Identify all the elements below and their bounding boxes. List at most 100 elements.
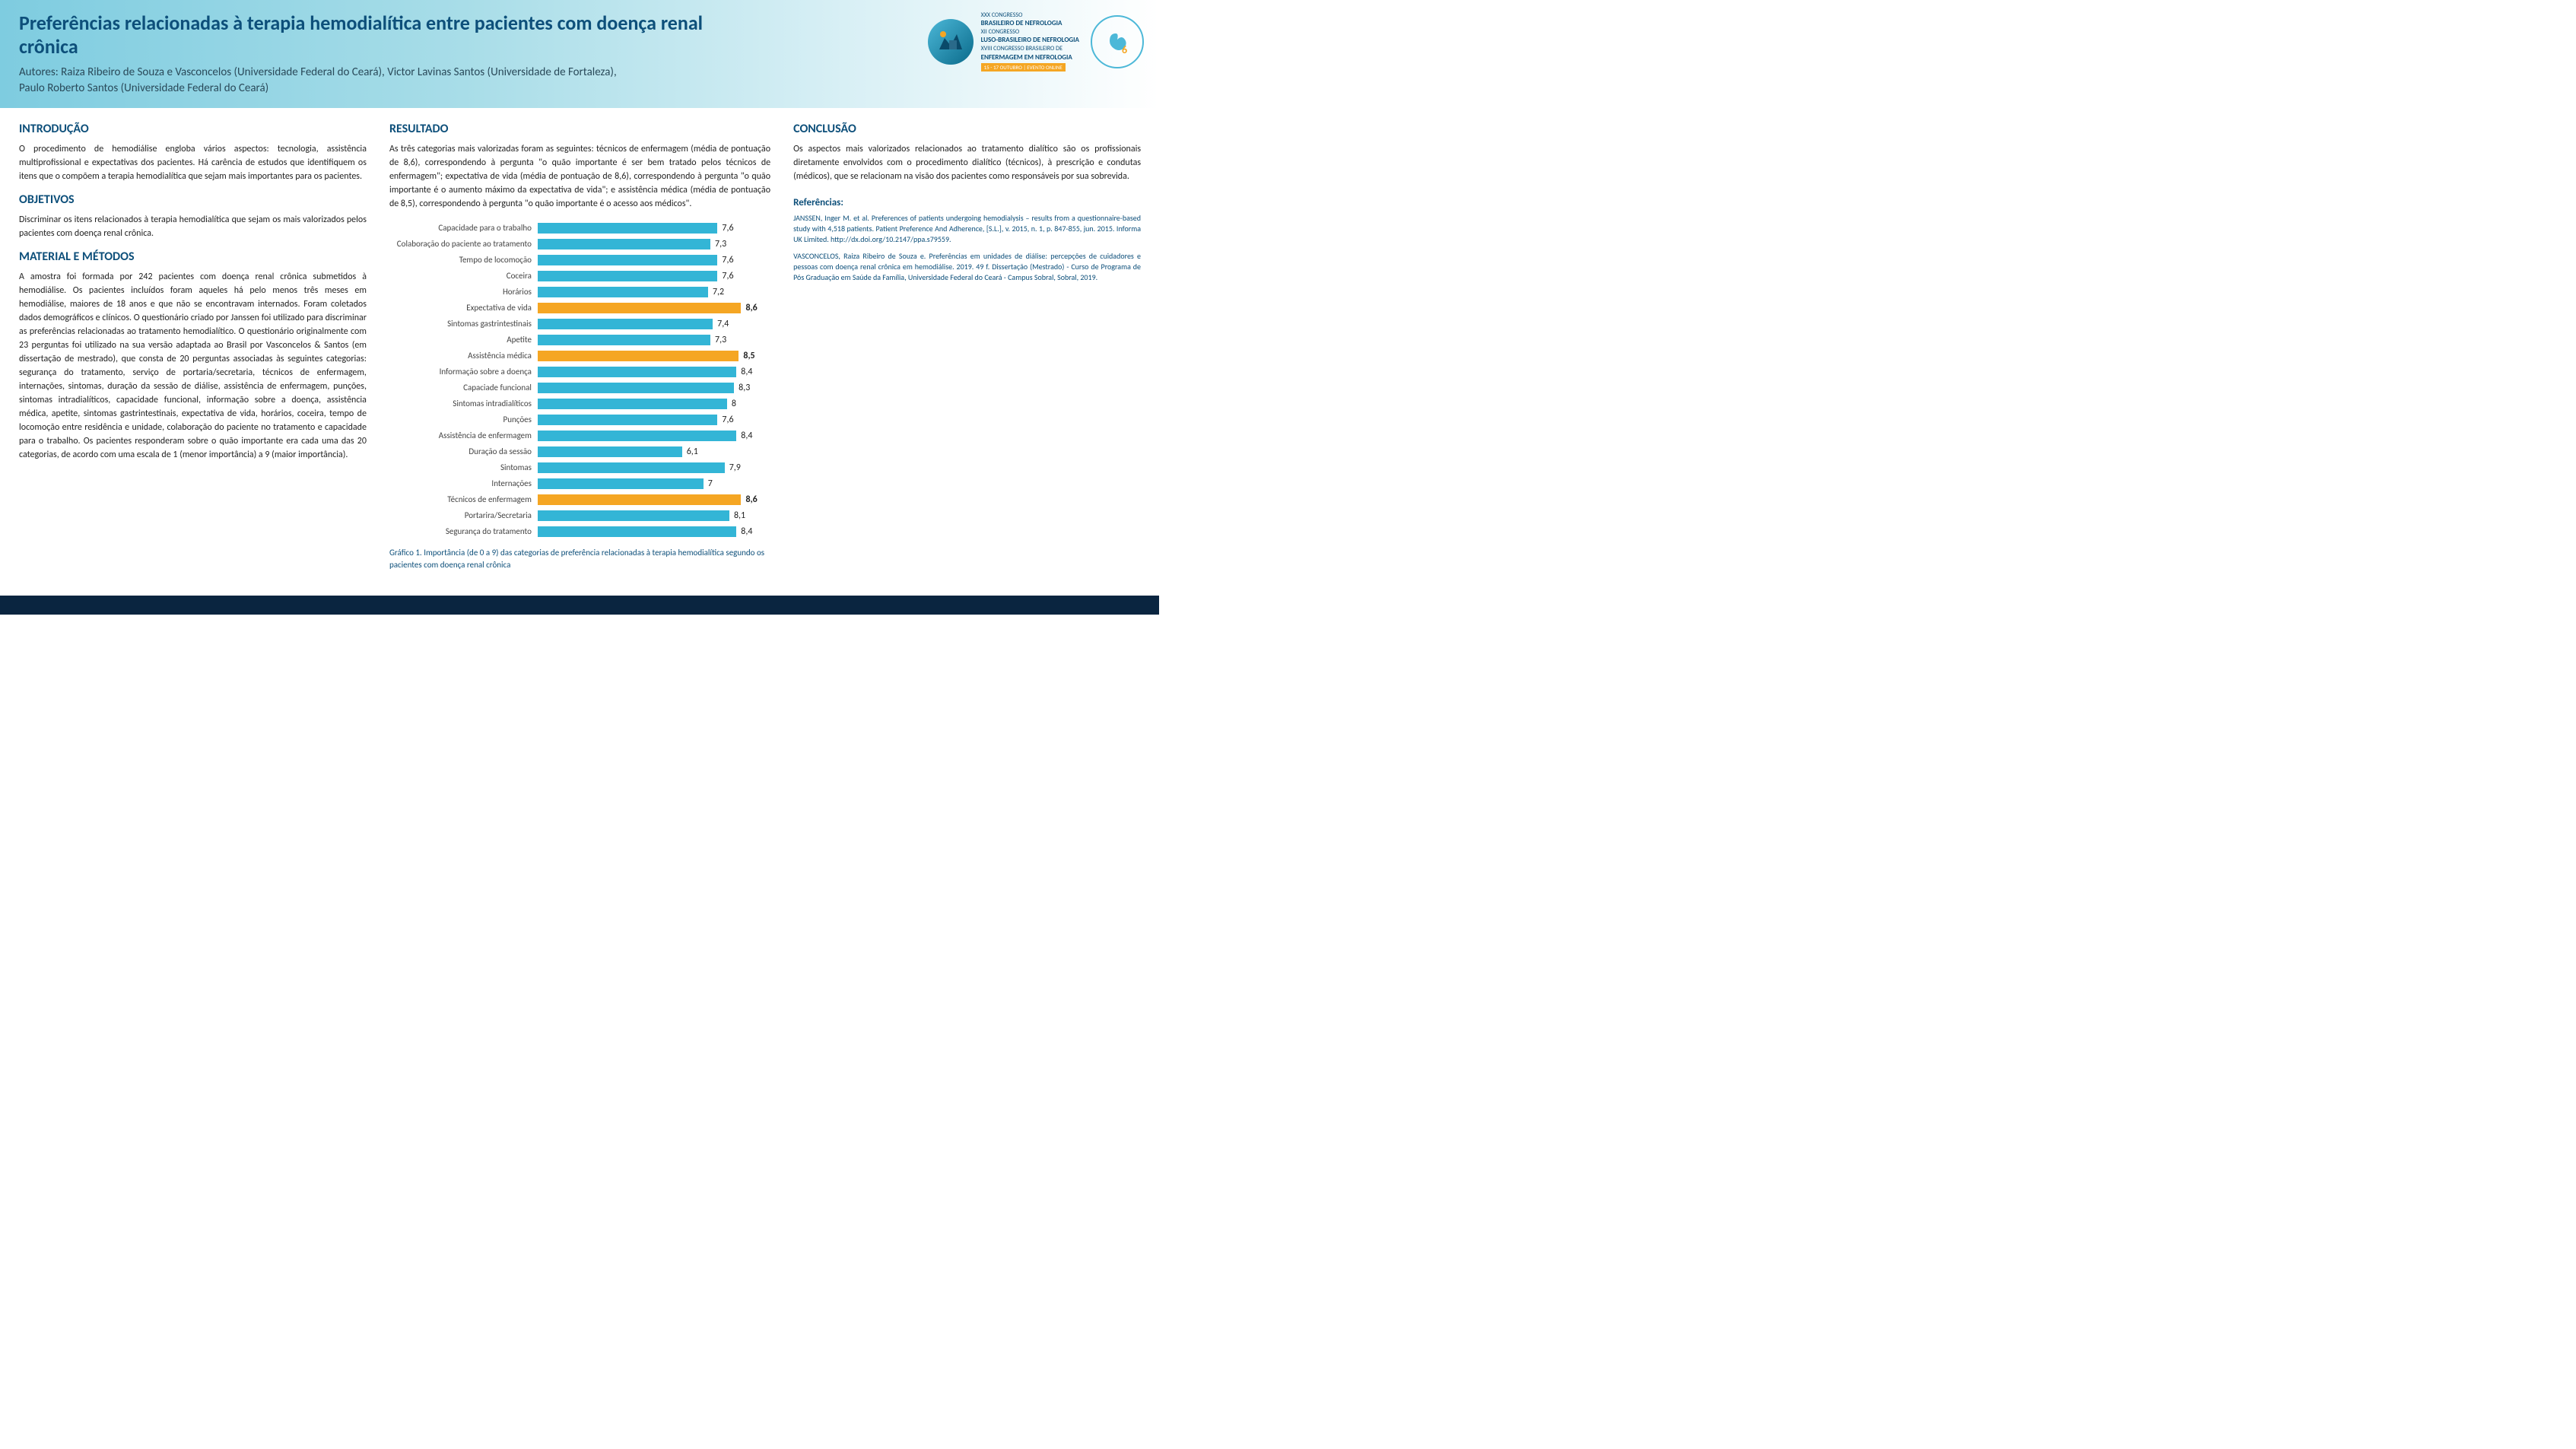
- chart-bar: [538, 303, 742, 313]
- chart-bar-label: Tempo de locomoção: [389, 255, 538, 265]
- chart-bar: [538, 462, 725, 473]
- text-results: As três categorias mais valorizadas fora…: [389, 142, 770, 211]
- column-left: INTRODUÇÃO O procedimento de hemodiálise…: [19, 122, 367, 570]
- chart-caption: Gráfico 1. Importância (de 0 a 9) das ca…: [389, 547, 770, 570]
- chart-bar-value: 8,5: [743, 351, 754, 361]
- sbn-logo: 6: [1091, 15, 1144, 68]
- chart-bar-label: Internações: [389, 478, 538, 488]
- chart-bar-value: 7,4: [717, 319, 729, 329]
- chart-bar-value: 7,6: [722, 255, 733, 265]
- chart-bar-area: 7,6: [538, 271, 770, 281]
- text-methods: A amostra foi formada por 242 pacientes …: [19, 270, 367, 462]
- chart-row: Sintomas gastrintestinais 7,4: [389, 316, 770, 332]
- chart-bar-label: Informação sobre a doença: [389, 367, 538, 377]
- chart-bar: [538, 239, 710, 249]
- chart-bar-label: Segurança do tratamento: [389, 526, 538, 536]
- chart-bar-value: 8,4: [741, 431, 752, 441]
- heading-methods: MATERIAL E MÉTODOS: [19, 249, 367, 264]
- chart-bar-value: 7,6: [722, 223, 733, 234]
- chart-bar-value: 6,1: [687, 446, 698, 457]
- chart-bar-label: Sintomas gastrintestinais: [389, 319, 538, 329]
- chart-bar-value: 8,3: [738, 383, 750, 393]
- chart-bar-value: 8: [732, 399, 736, 409]
- chart-bar: [538, 415, 717, 425]
- chart-bar: [538, 431, 736, 441]
- chart-bar-area: 7,6: [538, 415, 770, 425]
- chart-row: Internações 7: [389, 475, 770, 491]
- chart-bar-area: 8,4: [538, 431, 770, 441]
- chart-bar-label: Horários: [389, 287, 538, 297]
- chart-bar: [538, 351, 738, 361]
- chart-bar-label: Capaciade funcional: [389, 383, 538, 392]
- chart-bar: [538, 255, 717, 265]
- chart-row: Colaboração do paciente ao tratamento 7,3: [389, 236, 770, 252]
- column-right: CONCLUSÃO Os aspectos mais valorizados r…: [793, 122, 1141, 570]
- chart-bar-area: 8: [538, 399, 770, 409]
- chart-bar-area: 8,1: [538, 510, 770, 521]
- heading-intro: INTRODUÇÃO: [19, 122, 367, 136]
- header-banner: Preferências relacionadas à terapia hemo…: [0, 0, 1159, 108]
- chart-bar: [538, 446, 682, 457]
- chart-bar-area: 8,3: [538, 383, 770, 393]
- text-intro: O procedimento de hemodiálise engloba vá…: [19, 142, 367, 183]
- chart-bar-label: Apetite: [389, 335, 538, 345]
- chart-bar-label: Duração da sessão: [389, 446, 538, 456]
- chart-bar-value: 7,3: [715, 335, 726, 345]
- chart-bar: [538, 399, 727, 409]
- chart-bar-label: Colaboração do paciente ao tratamento: [389, 239, 538, 249]
- chart-bar-label: Capacidade para o trabalho: [389, 223, 538, 233]
- poster-title: Preferências relacionadas à terapia hemo…: [19, 11, 704, 59]
- chart-bar: [538, 510, 729, 521]
- heading-results: RESULTADO: [389, 122, 770, 136]
- chart-bar-label: Portarira/Secretaria: [389, 510, 538, 520]
- chart-bar: [538, 367, 736, 377]
- chart-bar-value: 7: [708, 478, 713, 489]
- chart-bar: [538, 383, 734, 393]
- chart-bar-area: 7,6: [538, 223, 770, 234]
- chart-bar-area: 7,3: [538, 239, 770, 249]
- congress-icon: [928, 19, 974, 65]
- chart-row: Capacidade para o trabalho 7,6: [389, 220, 770, 236]
- chart-bar: [538, 478, 704, 489]
- chart-bar-label: Assistência médica: [389, 351, 538, 361]
- chart-row: Técnicos de enfermagem8,6: [389, 491, 770, 507]
- chart-bar-area: 7,2: [538, 287, 770, 297]
- chart-bar-label: Técnicos de enfermagem: [389, 494, 538, 504]
- chart-row: Expectativa de vida8,6: [389, 300, 770, 316]
- content-area: INTRODUÇÃO O procedimento de hemodiálise…: [0, 108, 1159, 584]
- bar-chart: Capacidade para o trabalho 7,6 Colaboração…: [389, 220, 770, 539]
- chart-bar-value: 7,3: [715, 239, 726, 249]
- chart-row: Sintomas intradialíticos8: [389, 396, 770, 412]
- chart-row: Punções7,6: [389, 412, 770, 427]
- chart-row: Apetite 7,3: [389, 332, 770, 348]
- chart-bar: [538, 335, 710, 345]
- chart-row: Coceira7,6: [389, 268, 770, 284]
- poster-authors: Autores: Raiza Ribeiro de Souza e Vascon…: [19, 65, 627, 97]
- chart-bar-value: 7,2: [713, 287, 724, 297]
- chart-bar-area: 7: [538, 478, 770, 489]
- chart-row: Tempo de locomoção 7,6: [389, 252, 770, 268]
- chart-row: Informação sobre a doença8,4: [389, 364, 770, 380]
- chart-bar-label: Punções: [389, 415, 538, 424]
- chart-bar-area: 8,6: [538, 303, 770, 313]
- chart-row: Capaciade funcional 8,3: [389, 380, 770, 396]
- reference-1: JANSSEN, Inger M. et al. Preferences of …: [793, 213, 1141, 245]
- chart-bar-label: Sintomas: [389, 462, 538, 472]
- chart-bar-value: 7,9: [729, 462, 741, 473]
- chart-bar-value: 8,4: [741, 526, 752, 537]
- chart-row: Segurança do tratamento 8,4: [389, 523, 770, 539]
- congress-text: XXX CONGRESSO BRASILEIRO DE NEFROLOGIA X…: [981, 11, 1079, 72]
- text-conclusion: Os aspectos mais valorizados relacionado…: [793, 142, 1141, 183]
- chart-bar-area: 8,4: [538, 367, 770, 377]
- chart-bar-area: 7,6: [538, 255, 770, 265]
- chart-bar-label: Assistência de enfermagem: [389, 431, 538, 440]
- column-middle: RESULTADO As três categorias mais valori…: [389, 122, 770, 570]
- chart-row: Duração da sessão 6,1: [389, 443, 770, 459]
- chart-bar: [538, 287, 708, 297]
- chart-bar-label: Coceira: [389, 271, 538, 281]
- chart-bar-area: 7,9: [538, 462, 770, 473]
- chart-row: Assistência de enfermagem 8,4: [389, 427, 770, 443]
- heading-conclusion: CONCLUSÃO: [793, 122, 1141, 136]
- chart-row: Portarira/Secretaria8,1: [389, 507, 770, 523]
- chart-row: Sintomas 7,9: [389, 459, 770, 475]
